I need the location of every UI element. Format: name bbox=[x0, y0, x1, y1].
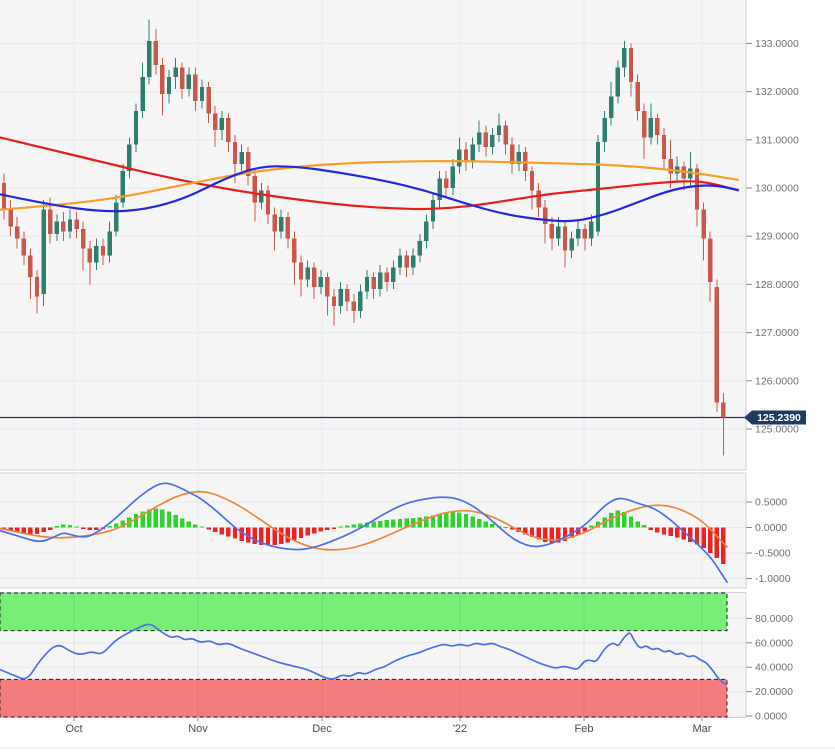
rsi-panel bbox=[0, 592, 747, 718]
svg-text:128.0000: 128.0000 bbox=[755, 279, 799, 291]
month-label: Nov bbox=[188, 723, 208, 735]
svg-text:0.5000: 0.5000 bbox=[755, 497, 787, 509]
svg-text:130.0000: 130.0000 bbox=[755, 183, 799, 195]
month-label: '22 bbox=[453, 723, 467, 735]
ma-red bbox=[0, 136, 740, 211]
oversold-band bbox=[0, 678, 728, 718]
svg-text:40.0000: 40.0000 bbox=[755, 662, 793, 674]
last-price-label: 125.2390 bbox=[757, 412, 801, 424]
svg-text:132.0000: 132.0000 bbox=[755, 86, 799, 98]
svg-text:133.0000: 133.0000 bbox=[755, 38, 799, 50]
svg-text:125.0000: 125.0000 bbox=[755, 424, 799, 436]
svg-text:80.0000: 80.0000 bbox=[755, 613, 793, 625]
svg-text:0.0000: 0.0000 bbox=[755, 522, 787, 534]
svg-text:134.0000: 134.0000 bbox=[755, 0, 799, 2]
price-panel bbox=[0, 0, 747, 471]
ma-orange bbox=[0, 160, 740, 211]
overbought-band bbox=[0, 592, 728, 632]
svg-text:129.0000: 129.0000 bbox=[755, 231, 799, 243]
svg-text:127.0000: 127.0000 bbox=[755, 327, 799, 339]
svg-text:60.0000: 60.0000 bbox=[755, 637, 793, 649]
svg-text:131.0000: 131.0000 bbox=[755, 134, 799, 146]
month-label: Dec bbox=[312, 723, 332, 735]
svg-text:0.0000: 0.0000 bbox=[755, 711, 787, 723]
ma-blue bbox=[0, 165, 740, 223]
macd-lines bbox=[0, 482, 728, 583]
macd-histogram bbox=[1, 508, 726, 565]
moving-averages bbox=[0, 136, 740, 223]
svg-text:-0.5000: -0.5000 bbox=[755, 548, 791, 560]
svg-text:-1.0000: -1.0000 bbox=[755, 573, 791, 585]
svg-text:20.0000: 20.0000 bbox=[755, 686, 793, 698]
price-axis[interactable]: 134.0000 133.0000 132.0000 131.0000 130.0000… bbox=[746, 0, 799, 723]
time-axis[interactable]: Oct Nov Dec '22 Feb Mar bbox=[65, 718, 712, 735]
month-label: Oct bbox=[65, 723, 82, 735]
svg-text:126.0000: 126.0000 bbox=[755, 375, 799, 387]
month-label: Feb bbox=[575, 723, 594, 735]
rsi-line bbox=[0, 623, 727, 686]
candles bbox=[1, 19, 726, 456]
last-price-tag: 125.2390 bbox=[744, 410, 806, 425]
month-label: Mar bbox=[693, 723, 712, 735]
